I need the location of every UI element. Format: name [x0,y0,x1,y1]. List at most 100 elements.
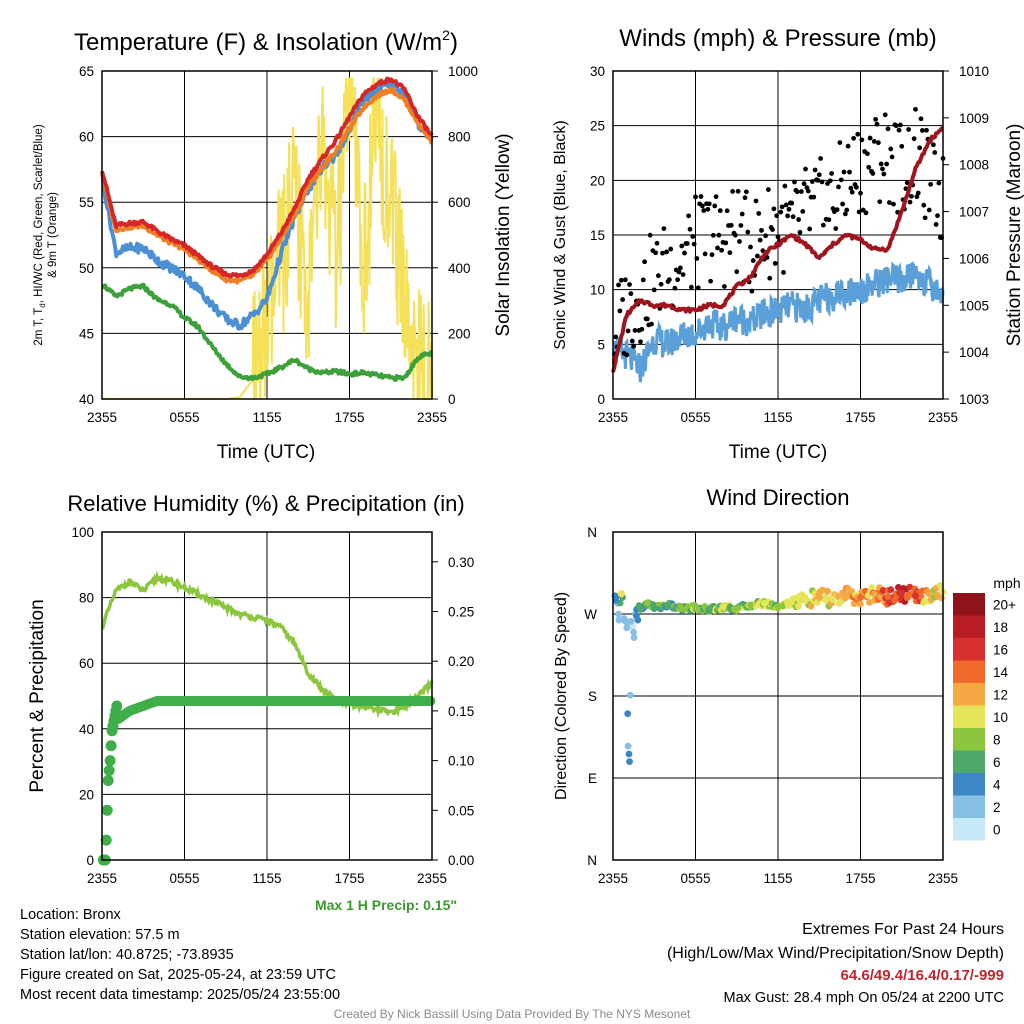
colorbar-tick-label: 10 [993,710,1008,725]
temperature-ylabel-right: Solar Insolation (Yellow) [493,133,514,336]
wind-direction-point [788,598,796,606]
wind-direction-point [637,606,644,613]
gust-point [921,202,927,208]
precip-point [111,700,123,712]
precip-point [103,765,115,777]
colorbar-tick-label: 20+ [993,597,1016,612]
figure-created: Figure created on Sat, 2025-05-24, at 23… [20,967,336,983]
direction-panel: Wind Direction 2355 0555 1155 1755 2355NESWN… [553,485,1021,886]
wind-direction-point [733,605,741,612]
gust-point [715,245,720,251]
x-tick-label: 1155 [252,410,281,425]
gust-point [932,150,938,155]
x-tick-label: 2355 [928,410,958,425]
gust-point [837,140,843,145]
y-tick-label-left: 0 [597,392,605,407]
winds-title: Winds (mph) & Pressure (mb) [619,25,936,52]
gust-point [640,277,646,283]
gust-point [756,211,762,216]
gust-point [844,207,850,213]
wind-direction-point [627,617,635,625]
gust-point [712,203,718,209]
direction-tick-label: E [588,771,597,786]
station-elevation: Station elevation: 57.5 m [20,927,180,943]
extremes-gust: Max Gust: 28.4 mph On 05/24 at 2200 UTC [724,990,1004,1006]
gust-point [742,195,748,201]
heat-index-windchill-line [101,77,434,331]
x-tick-label: 1755 [334,871,364,886]
wind-direction-point [650,604,658,612]
y-tick-label-left: 10 [590,283,605,298]
gust-point [926,207,932,213]
gust-point [848,185,854,191]
gust-point [629,338,635,344]
gust-point [748,244,753,250]
wind-direction-point [938,594,945,602]
y-tick-label-right: 1009 [959,111,989,126]
gust-point [620,297,626,302]
gust-point [816,172,822,178]
gust-point [881,171,887,177]
gust-point [639,326,645,332]
temperature-series [100,76,434,400]
gust-point [859,137,865,143]
gust-point [924,127,929,133]
wind-direction-point [678,605,686,612]
y-tick-label-left: 65 [79,64,94,79]
gust-point [732,232,738,238]
gust-point [724,208,730,214]
gust-point [687,226,693,232]
gust-point [871,138,877,144]
x-tick-label: 1155 [763,410,792,425]
wind-direction-point [664,601,672,609]
gust-point [863,210,869,216]
wind-direction-point [615,610,622,618]
gust-point [878,161,884,167]
gust-point [877,199,883,205]
wind-direction-point [692,604,699,612]
gust-point [759,227,764,233]
gust-point [889,154,895,160]
temperature-ylabel-left-a: 2m T, T [33,308,45,346]
humidity-series [97,570,436,866]
wind-direction-point [774,603,782,611]
wind-direction-point [829,596,837,603]
y-tick-label-left: 55 [79,195,94,210]
gust-point [884,161,890,167]
gust-point [841,169,847,175]
gust-point [933,222,939,227]
sonic-wind-line [611,260,945,383]
temperature-panel: Temperature (F) & Insolation (W/m2) 2355… [33,27,514,463]
y-tick-label-left: 40 [79,392,94,407]
station-latlon: Station lat/lon: 40.8725; -73.8935 [20,947,234,963]
direction-tick-label: W [584,607,597,622]
precip-point [102,774,114,786]
colorbar-swatch [953,728,985,751]
temperature-xlabel: Time (UTC) [217,442,316,463]
gust-point [753,198,759,204]
wind-direction-point [936,582,944,590]
gust-point [745,229,751,235]
precip-point [105,740,117,752]
gust-point [882,112,888,118]
gust-point [728,222,734,228]
wind-direction-point [623,624,631,632]
wind-direction-point [824,587,831,595]
wind-direction-point [626,691,634,699]
gust-point [928,181,934,187]
y-tick-label-right: 1004 [959,345,990,360]
y-tick-label-right: 1010 [959,64,989,79]
gust-point [677,265,683,271]
temperature-title-end: ) [450,29,458,56]
gust-point [873,116,879,122]
gust-point [750,258,756,263]
wind-direction-point [624,742,632,750]
gust-point [749,288,755,294]
x-tick-label: 0555 [169,410,199,425]
gust-point [855,131,861,137]
gust-point [794,189,800,195]
gust-point [886,200,892,205]
gust-point [651,287,657,293]
gust-point [888,146,894,152]
gust-point [739,211,745,217]
